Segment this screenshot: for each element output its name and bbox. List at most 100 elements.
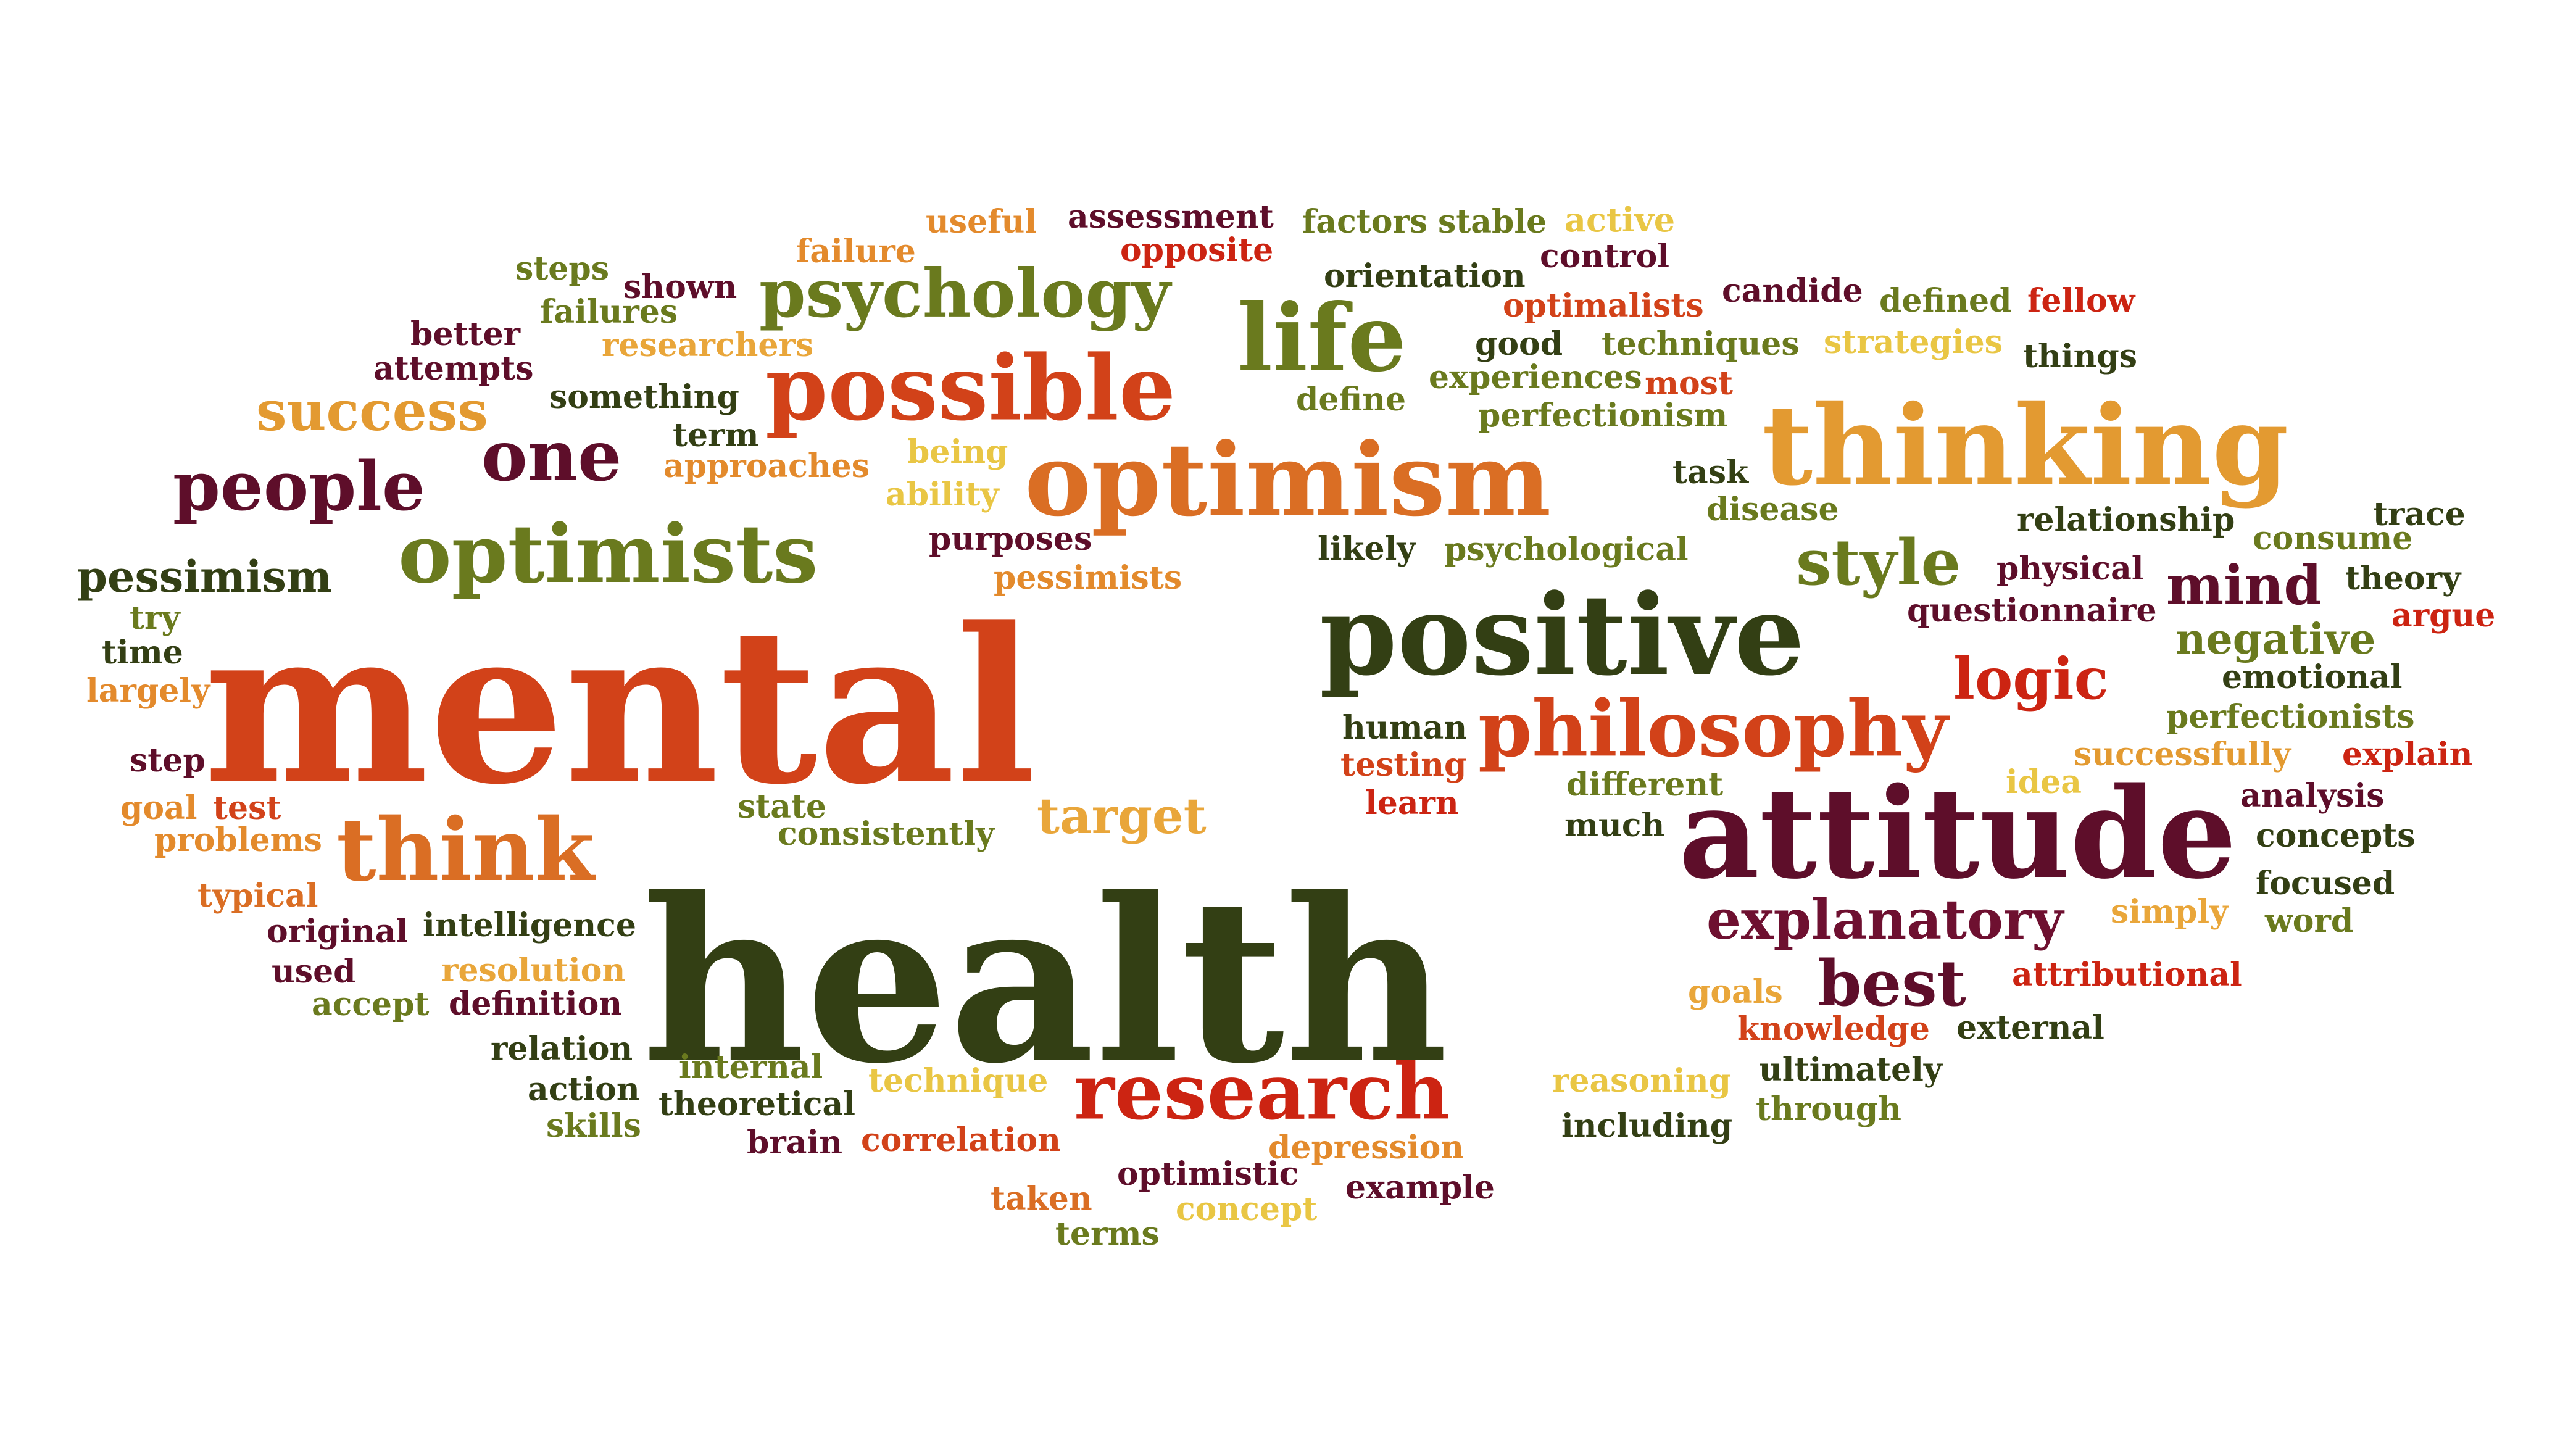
word-logic: logic [1953,650,2109,707]
word-likely: likely [1318,533,1416,565]
word-disease: disease [1706,494,1839,526]
word-correlation: correlation [861,1124,1061,1156]
word-emotional: emotional [2222,662,2403,694]
word-knowledge: knowledge [1737,1013,1930,1045]
word-argue: argue [2391,600,2495,632]
word-one: one [481,422,621,491]
word-philosophy: philosophy [1478,691,1948,768]
word-possible: possible [765,344,1176,434]
word-defined: defined [1879,285,2012,317]
word-test: test [213,792,281,824]
word-terms: terms [1055,1218,1160,1250]
word-active: active [1564,203,1675,236]
word-original: original [267,916,408,948]
word-optimism: optimism [1024,430,1551,530]
word-candide: candide [1722,275,1863,307]
word-mental: mental [204,600,1036,813]
word-focused: focused [2256,868,2395,900]
word-physical: physical [1996,553,2144,585]
word-psychology: psychology [759,260,1171,327]
word-human: human [1342,712,1467,744]
word-define: define [1296,384,1406,416]
word-optimistic: optimistic [1117,1158,1298,1190]
word-strategies: strategies [1824,326,2003,359]
word-things: things [2023,341,2137,373]
word-definition: definition [449,988,622,1020]
word-psychological: psychological [1444,534,1689,566]
word-concepts: concepts [2256,820,2416,852]
word-goal: goal [120,792,197,824]
word-word: word [2265,905,2353,937]
word-typical: typical [197,880,318,912]
word-step: step [130,745,206,777]
word-analysis: analysis [2240,780,2384,812]
word-explain: explain [2342,739,2472,771]
word-ability: ability [886,479,999,511]
word-factors: factors [1302,206,1427,238]
word-time: time [102,637,183,669]
word-control: control [1540,241,1669,273]
word-action: action [528,1074,640,1106]
word-style: style [1796,531,1961,594]
word-being: being [907,436,1008,468]
word-accept: accept [312,989,429,1021]
word-most: most [1645,368,1733,400]
word-relationship: relationship [2017,504,2235,536]
word-best: best [1818,952,1966,1015]
word-testing: testing [1340,749,1466,781]
word-success: success [256,384,488,438]
word-try: try [130,602,180,634]
word-external: external [1956,1012,2104,1044]
word-experiences: experiences [1429,362,1642,394]
word-through: through [1756,1094,1901,1126]
word-concept: concept [1176,1194,1317,1226]
word-stable: stable [1438,206,1547,238]
word-learn: learn [1365,787,1459,820]
word-intelligence: intelligence [423,910,636,942]
word-taken: taken [991,1183,1092,1215]
word-used: used [272,956,356,988]
word-mind: mind [2166,558,2322,612]
word-resolution: resolution [441,955,625,987]
word-including: including [1561,1110,1732,1142]
word-purposes: purposes [929,523,1092,555]
word-example: example [1345,1172,1495,1204]
word-life: life [1237,292,1406,384]
word-think: think [336,807,594,894]
word-failures: failures [540,296,678,328]
word-techniques: techniques [1602,328,1800,360]
word-problems: problems [154,824,322,857]
word-something: something [549,381,739,413]
word-fellow: fellow [2027,285,2135,317]
word-goals: goals [1688,976,1783,1008]
word-assessment: assessment [1068,201,1274,233]
word-consume: consume [2253,523,2412,555]
word-task: task [1672,457,1748,489]
word-simply: simply [2111,896,2228,928]
word-steps: steps [515,253,609,285]
word-skills: skills [546,1110,641,1142]
word-attitude: attitude [1679,771,2237,895]
word-people: people [173,452,425,520]
word-explanatory: explanatory [1706,892,2063,947]
word-target: target [1037,791,1207,841]
word-better: better [410,318,520,351]
word-perfectionists: perfectionists [2166,701,2415,733]
word-much: much [1564,810,1664,842]
word-relation: relation [491,1033,633,1065]
word-theory: theory [2345,563,2461,595]
word-research: research [1074,1054,1450,1131]
word-thinking: thinking [1762,391,2289,500]
word-ultimately: ultimately [1759,1054,1942,1086]
word-theoretical: theoretical [659,1089,855,1121]
word-positive: positive [1319,580,1805,691]
word-negative: negative [2175,618,2375,660]
word-largely: largely [86,675,210,707]
word-questionnaire: questionnaire [1907,595,2157,627]
word-approaches: approaches [663,450,870,483]
word-technique: technique [868,1065,1048,1097]
word-useful: useful [926,206,1037,238]
word-consistently: consistently [778,818,994,850]
word-attributional: attributional [2012,959,2242,991]
